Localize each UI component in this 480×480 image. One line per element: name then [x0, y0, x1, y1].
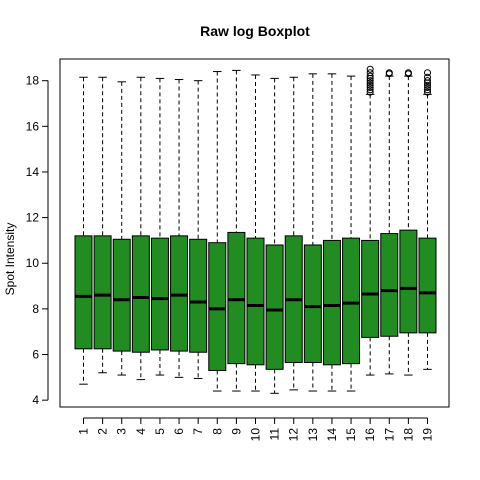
outlier-point [366, 86, 374, 94]
x-tick-label: 18 [401, 428, 415, 442]
box-5 [150, 77, 169, 376]
box-body [322, 239, 341, 366]
box-body [399, 229, 418, 334]
box-body [189, 238, 208, 353]
box-body [265, 244, 284, 370]
outlier-point [366, 84, 374, 92]
x-tick-label: 2 [96, 428, 110, 435]
x-tick-label: 3 [115, 428, 129, 435]
y-tick-label: 14 [26, 165, 40, 179]
x-tick-label: 13 [306, 428, 320, 442]
outlier-point [424, 73, 431, 81]
outlier-point [424, 86, 431, 94]
x-tick-label: 19 [421, 428, 435, 442]
box-body [361, 239, 380, 338]
x-tick-label: 5 [153, 428, 167, 435]
y-axis-label: Spot Intensity [3, 223, 17, 296]
outlier-point [366, 69, 374, 77]
box-body [150, 237, 169, 351]
box-11 [265, 77, 284, 394]
x-tick-label: 9 [229, 428, 243, 435]
x-tick-label: 7 [191, 428, 205, 435]
box-body [303, 244, 322, 364]
x-tick-label: 1 [77, 428, 91, 435]
box-body [342, 237, 361, 365]
outlier-point [366, 81, 374, 89]
outlier-point [385, 69, 393, 77]
box-16 [361, 65, 380, 376]
x-tick-label: 4 [134, 428, 148, 435]
outlier-point [366, 79, 374, 87]
y-tick-label: 4 [32, 393, 39, 407]
y-axis: 4 6 8 10 12 14 16 18 [26, 74, 49, 407]
plot-border [59, 58, 450, 408]
outlier-point [424, 81, 431, 89]
x-tick-label: 14 [325, 428, 339, 442]
outlier-point [366, 65, 374, 73]
box-12 [284, 76, 303, 391]
box-body [131, 235, 150, 353]
chart-title: Raw log Boxplot [200, 23, 310, 39]
y-tick-label: 16 [26, 119, 40, 133]
box-3 [112, 81, 131, 376]
boxes [74, 65, 437, 394]
box-body [380, 233, 399, 337]
outlier-point [366, 72, 374, 80]
x-tick-label: 8 [210, 428, 224, 435]
box-18 [399, 69, 418, 376]
box-body [246, 237, 265, 366]
x-tick-label: 10 [249, 428, 263, 442]
plot-frame [59, 58, 450, 408]
x-tick-label: 11 [268, 428, 282, 441]
outlier-point [366, 77, 374, 85]
box-8 [208, 71, 227, 392]
y-tick-label: 18 [26, 74, 40, 88]
box-4 [131, 76, 150, 381]
box-body [170, 235, 189, 352]
outlier-point [366, 88, 374, 96]
box-body [93, 235, 112, 350]
box-body [74, 235, 93, 350]
box-body [418, 237, 437, 334]
box-9 [227, 69, 246, 392]
box-body [227, 231, 246, 365]
box-14 [322, 73, 341, 392]
x-axis: 1 2 3 4 5 6 7 8 9 10 11 12 13 14 15 16 17 18 19 [77, 417, 435, 442]
box-2 [93, 76, 112, 374]
outlier-point [424, 69, 431, 77]
outlier-point [424, 88, 431, 96]
outlier-point [404, 69, 412, 77]
x-tick-label: 16 [363, 428, 377, 442]
box-10 [246, 74, 265, 392]
outlier-point [424, 77, 431, 85]
box-7 [189, 80, 208, 379]
box-6 [170, 79, 189, 378]
y-tick-label: 8 [32, 302, 39, 316]
x-tick-label: 15 [344, 428, 358, 442]
box-13 [303, 73, 322, 392]
box-body [112, 238, 131, 352]
x-tick-label: 17 [382, 428, 396, 442]
y-tick-label: 12 [26, 211, 40, 225]
box-19 [418, 69, 437, 370]
box-15 [342, 75, 361, 392]
box-17 [380, 69, 399, 375]
x-tick-label: 12 [287, 428, 301, 442]
y-tick-label: 6 [32, 348, 39, 362]
box-body [208, 242, 227, 371]
x-tick-label: 6 [172, 428, 186, 435]
box-1 [74, 76, 93, 385]
outlier-point [424, 84, 431, 92]
y-tick-label: 10 [26, 256, 40, 270]
